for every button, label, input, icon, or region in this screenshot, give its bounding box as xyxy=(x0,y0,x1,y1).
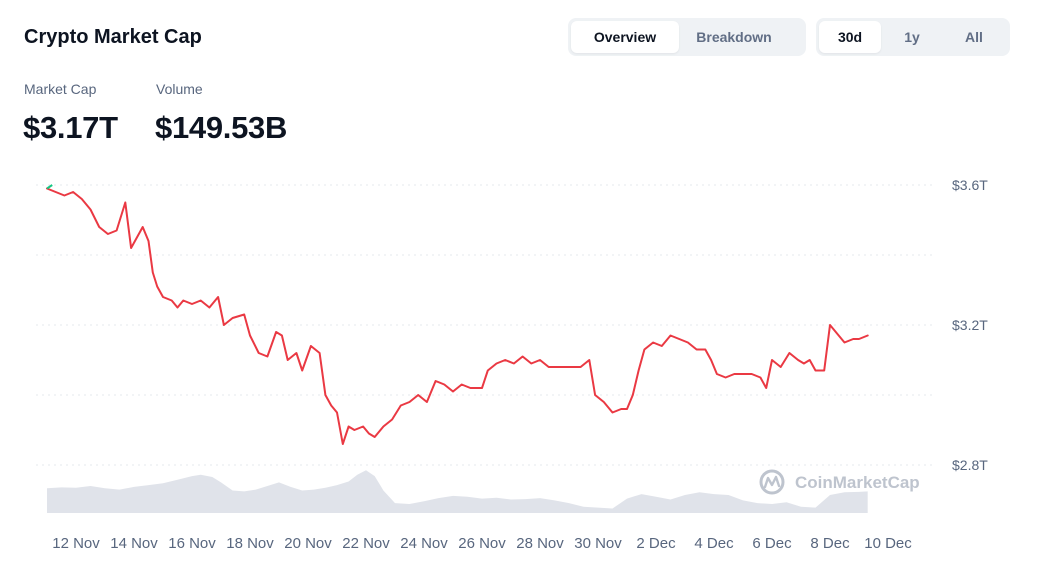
market-cap-value: $3.17T xyxy=(23,110,118,145)
y-axis: $3.6T $3.2T $2.8T xyxy=(952,177,988,473)
tab-breakdown[interactable]: Breakdown xyxy=(696,29,772,45)
x-tick-label: 16 Nov xyxy=(168,535,216,552)
y-tick-label: $3.6T xyxy=(952,177,988,193)
market-cap-line xyxy=(46,187,869,445)
x-tick-label: 18 Nov xyxy=(226,535,274,552)
view-toggle: Overview Breakdown xyxy=(568,18,806,56)
x-tick-label: 10 Dec xyxy=(864,535,912,552)
x-tick-label: 6 Dec xyxy=(752,535,792,552)
x-tick-label: 28 Nov xyxy=(516,535,564,552)
y-tick-label: $2.8T xyxy=(952,457,988,473)
range-toggle: 30d 1y All xyxy=(816,18,1010,56)
y-tick-label: $3.2T xyxy=(952,317,988,333)
x-tick-label: 24 Nov xyxy=(400,535,448,552)
x-axis: 12 Nov 14 Nov 16 Nov 18 Nov 20 Nov 22 Nov 24 N… xyxy=(52,535,912,552)
coinmarketcap-logo-icon xyxy=(759,469,785,495)
tab-overview[interactable]: Overview xyxy=(571,21,679,53)
x-tick-label: 30 Nov xyxy=(574,535,622,552)
chart-grid xyxy=(36,184,935,466)
volume-label: Volume xyxy=(156,81,203,97)
range-all-button[interactable]: All xyxy=(965,29,983,45)
x-tick-label: 4 Dec xyxy=(694,535,734,552)
page-title: Crypto Market Cap xyxy=(24,26,202,48)
line-layer xyxy=(46,184,869,445)
x-tick-label: 22 Nov xyxy=(342,535,390,552)
x-tick-label: 20 Nov xyxy=(284,535,332,552)
volume-value: $149.53B xyxy=(155,110,288,145)
range-30d-button[interactable]: 30d xyxy=(819,21,881,53)
market-cap-line-start xyxy=(46,184,53,190)
x-tick-label: 8 Dec xyxy=(810,535,850,552)
x-tick-label: 26 Nov xyxy=(458,535,506,552)
range-1y-button[interactable]: 1y xyxy=(904,29,920,45)
market-cap-label: Market Cap xyxy=(24,81,97,97)
watermark-text: CoinMarketCap xyxy=(795,473,920,492)
watermark: CoinMarketCap xyxy=(759,469,920,495)
x-tick-label: 14 Nov xyxy=(110,535,158,552)
volume-area xyxy=(47,470,868,513)
x-tick-label: 2 Dec xyxy=(636,535,676,552)
x-tick-label: 12 Nov xyxy=(52,535,100,552)
